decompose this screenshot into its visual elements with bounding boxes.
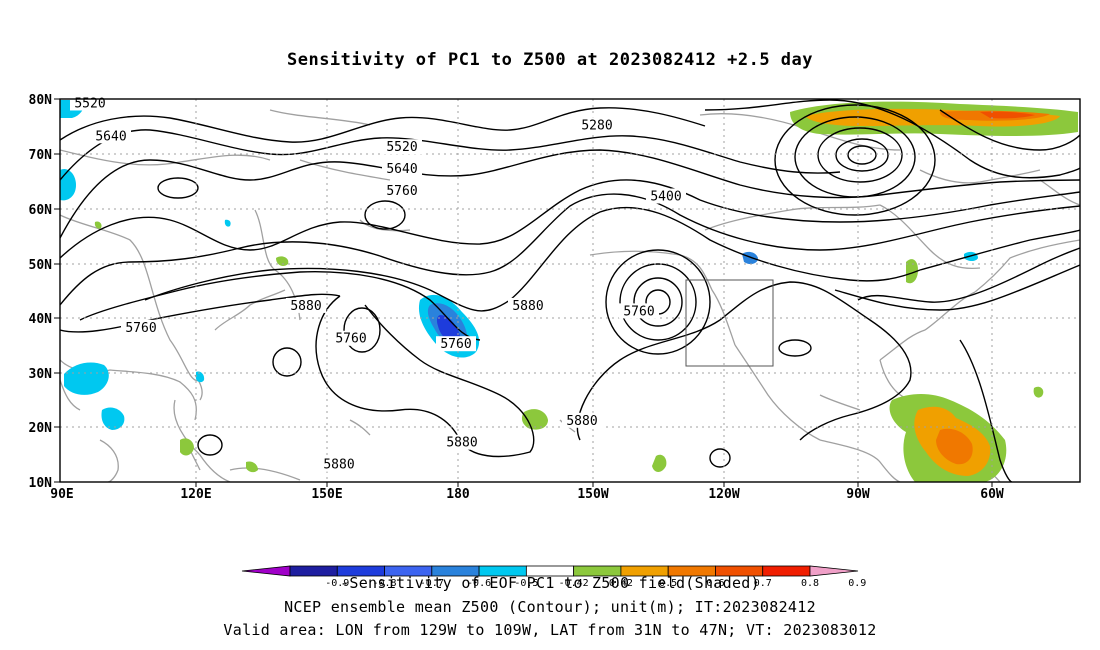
colorbar-right-triangle	[809, 565, 859, 577]
contour-label: 5760	[440, 337, 471, 352]
page-title: Sensitivity of PC1 to Z500 at 2023082412…	[286, 50, 813, 70]
contour-label: 5760	[335, 332, 366, 347]
shading-positive-hudson	[906, 259, 918, 284]
colorbar-label: 0.8	[801, 578, 819, 589]
shading-positive-pacific-4	[652, 454, 667, 472]
contour-label: 5880	[512, 299, 543, 314]
coastlines	[60, 109, 1080, 482]
shading-negative-ne-pacific	[742, 251, 758, 265]
contour-label: 5760	[386, 184, 417, 199]
lon-label: 90W	[846, 487, 870, 502]
shading-positive-pacific-3	[246, 461, 258, 473]
contour-label-bg	[508, 297, 548, 313]
lat-label: 30N	[29, 367, 53, 382]
contour-label-bg	[331, 330, 371, 346]
lat-label: 10N	[29, 476, 53, 491]
shading-negative-west-pacific	[64, 362, 109, 395]
contour-label: 5400	[650, 189, 681, 204]
contour-label-bg	[286, 297, 326, 313]
shading-positive-arctic-core	[980, 111, 1035, 119]
contour-label-bg	[382, 183, 422, 199]
colorbar-label: -0.7	[420, 578, 444, 589]
colorbar-label: -0.42	[559, 578, 589, 589]
contour-label: 5280	[581, 118, 612, 133]
lon-label: 60W	[980, 487, 1004, 502]
colorbar-label: 0.42	[609, 578, 633, 589]
lat-label: 20N	[29, 421, 53, 436]
lon-axis: 90E 120E 150E 180 150W 120W 90W 60W	[50, 487, 1004, 502]
lon-label: 120W	[708, 487, 739, 502]
colorbar: -0.9 -0.8 -0.7 -0.6 -0.5 -0.42 0.42 0.5 0.6 0.7 0.…	[241, 565, 866, 589]
shading-positive-small-2	[276, 256, 289, 266]
contour-label: 5760	[623, 304, 654, 319]
colorbar-label: -0.9	[325, 578, 349, 589]
shading-positive-pacific-1	[521, 409, 548, 430]
lon-label: 90E	[50, 487, 73, 502]
contour-labels: 5520 5640 5520 5640 5760 5280 5400 5880 5760 5760…	[70, 95, 686, 473]
shading-negative-small-2	[224, 219, 231, 227]
contour-label-bg	[646, 188, 686, 204]
shading-positive-pacific-2	[180, 438, 194, 456]
contour-label: 5880	[446, 436, 477, 451]
shading-negative-siberia	[60, 168, 76, 201]
contour-label-bg	[442, 434, 482, 450]
colorbar-label: 0.5	[659, 578, 677, 589]
colorbar-label: 0.7	[754, 578, 772, 589]
lat-label: 70N	[29, 148, 53, 163]
z500-contours	[60, 99, 1080, 482]
contour-label: 5520	[74, 96, 105, 111]
contour-label-bg	[319, 456, 359, 472]
colorbar-label: 0.6	[706, 578, 724, 589]
colorbar-label: -0.6	[467, 578, 491, 589]
contour-label-bg	[382, 161, 422, 177]
shading-negative-small-1	[196, 371, 205, 383]
contour-label: 5520	[386, 140, 417, 155]
shading-positive-small-1	[94, 221, 102, 229]
lon-label: 180	[446, 487, 470, 502]
valid-area-box	[685, 279, 774, 367]
shading-negative-south-china	[101, 407, 125, 430]
contour-label-bg	[436, 336, 476, 352]
colorbar-label: -0.8	[372, 578, 396, 589]
colorbar-label: -0.5	[514, 578, 538, 589]
shading-positive-caribbean-red	[936, 428, 973, 465]
contour-label: 5760	[125, 321, 156, 336]
contour-label-bg	[577, 117, 617, 133]
lat-axis: 80N 70N 60N 50N 40N 30N 20N 10N	[29, 93, 53, 491]
contour-label: 5640	[386, 162, 417, 177]
caption-contour: NCEP ensemble mean Z500 (Contour); unit(…	[284, 598, 816, 616]
caption-shading: -Sensitivity of EOF PC1 to Z500 field(Sh…	[340, 574, 760, 592]
contour-label-bg	[619, 303, 659, 319]
lat-label: 60N	[29, 203, 53, 218]
contour-label: 5880	[566, 414, 597, 429]
plot-frame	[59, 98, 1081, 483]
contour-label: 5880	[323, 458, 354, 473]
lat-label: 40N	[29, 312, 53, 327]
contour-label-bg	[382, 139, 422, 155]
lon-label: 150E	[311, 487, 342, 502]
caption-valid-area: Valid area: LON from 129W to 109W, LAT f…	[223, 621, 877, 639]
lon-label: 120E	[180, 487, 211, 502]
lat-ticks	[54, 98, 60, 483]
shading-positive-atlantic	[1033, 386, 1044, 398]
graticule	[60, 99, 1080, 482]
lat-label: 50N	[29, 258, 53, 273]
contour-label-bg	[91, 128, 131, 144]
lon-ticks	[195, 482, 993, 487]
contour-label-bg	[121, 319, 161, 335]
lat-label: 80N	[29, 93, 53, 108]
colorbar-label: 0.9	[848, 578, 866, 589]
lon-label: 150W	[577, 487, 608, 502]
contour-label: 5880	[290, 299, 321, 314]
contour-label: 5640	[95, 129, 126, 144]
contour-label-bg	[562, 412, 602, 428]
